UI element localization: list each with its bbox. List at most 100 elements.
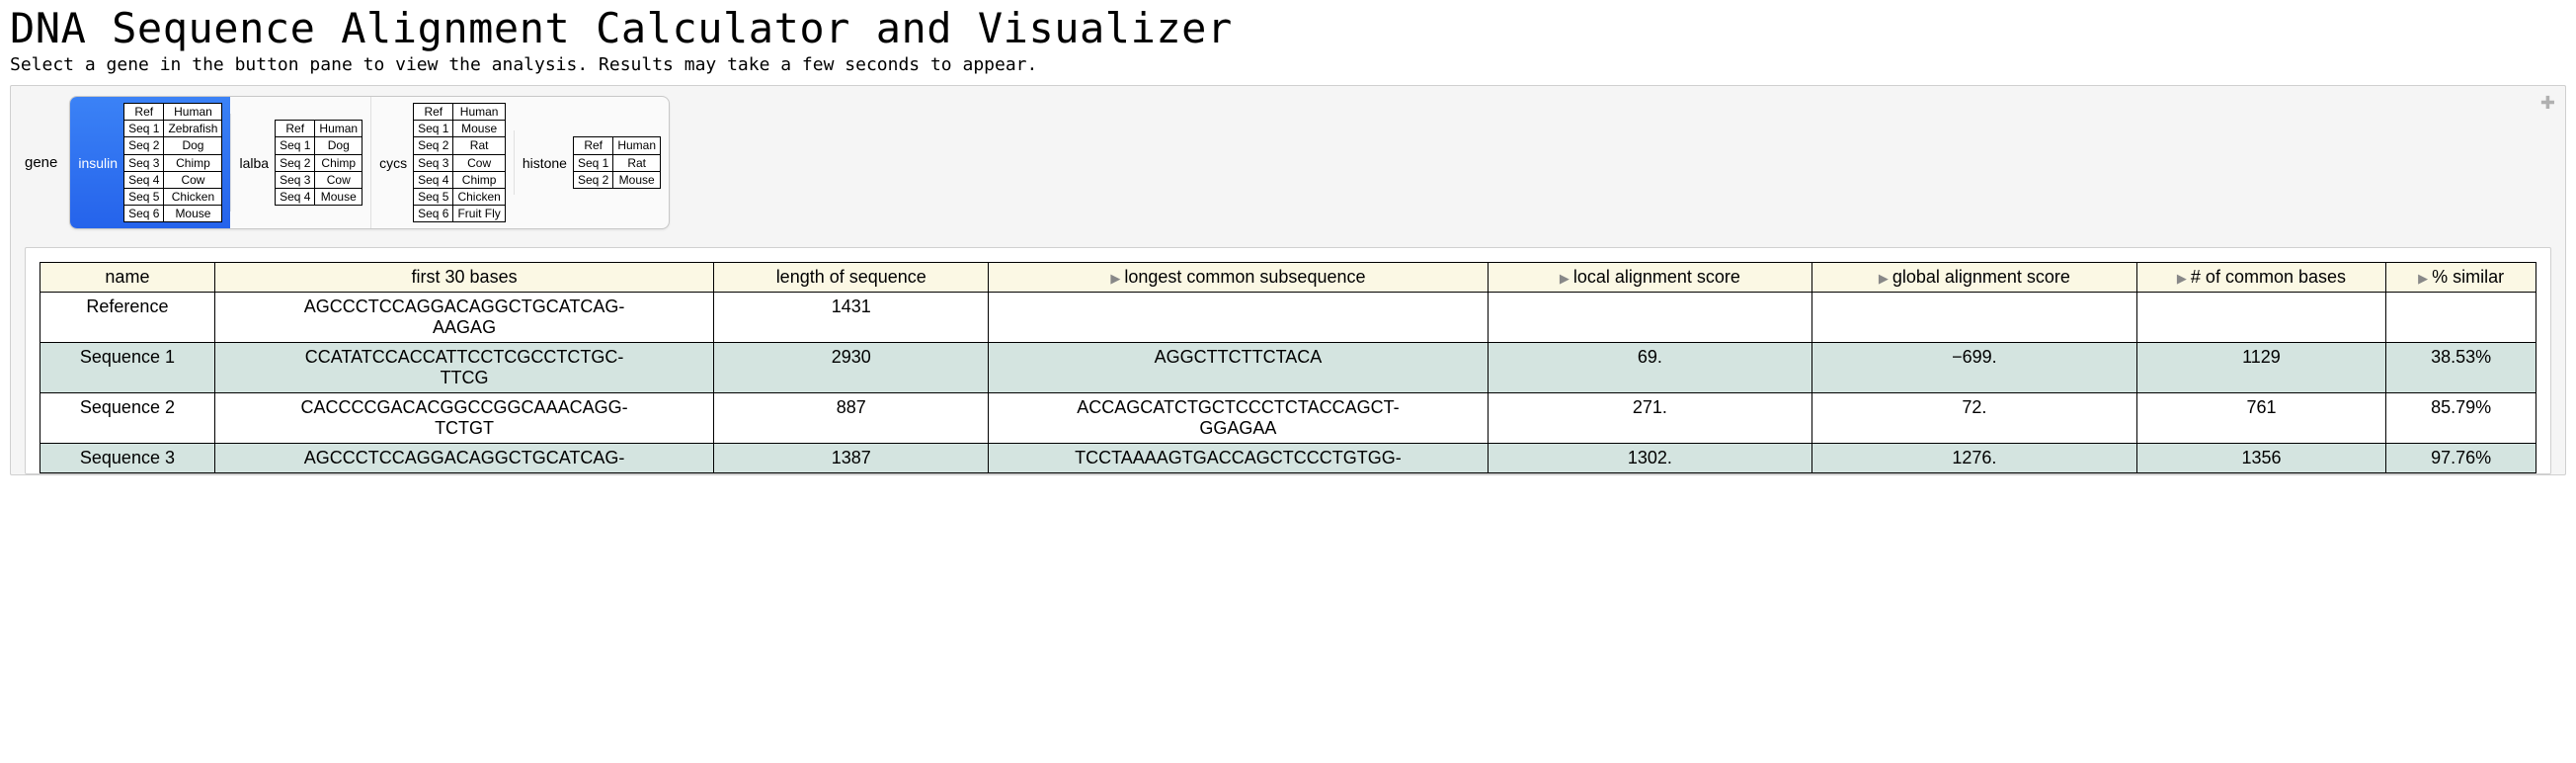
results-column-header: length of sequence bbox=[714, 263, 989, 293]
cell-similar: 38.53% bbox=[2386, 343, 2536, 393]
gene-mini-cell: Seq 4 bbox=[276, 188, 315, 205]
cell-common bbox=[2136, 293, 2386, 343]
column-label: name bbox=[105, 267, 149, 287]
gene-mini-table: RefHumanSeq 1RatSeq 2Mouse bbox=[573, 136, 661, 189]
gene-mini-cell: Mouse bbox=[315, 188, 362, 205]
expand-icon: ▶ bbox=[1560, 271, 1570, 286]
expand-icon: ▶ bbox=[1110, 271, 1120, 286]
gene-button-lalba[interactable]: lalbaRefHumanSeq 1DogSeq 2ChimpSeq 3CowS… bbox=[230, 114, 370, 212]
column-label: global alignment score bbox=[1892, 267, 2070, 287]
gene-button-cycs[interactable]: cycs RefHumanSeq 1MouseSeq 2RatSeq 3CowSe… bbox=[370, 97, 514, 228]
gene-mini-table: RefHumanSeq 1MouseSeq 2RatSeq 3CowSeq 4C… bbox=[413, 103, 506, 222]
cell-length: 1431 bbox=[714, 293, 989, 343]
cell-local: 271. bbox=[1488, 393, 1812, 444]
column-label: # of common bases bbox=[2191, 267, 2346, 287]
cell-bases: AGCCCTCCAGGACAGGCTGCATCAG-AAGAG bbox=[214, 293, 713, 343]
gene-mini-cell: Dog bbox=[315, 137, 362, 154]
gene-mini-cell: Human bbox=[613, 137, 661, 154]
gene-mini-cell: Ref bbox=[414, 104, 453, 121]
results-column-header[interactable]: ▶longest common subsequence bbox=[989, 263, 1488, 293]
expand-icon: ▶ bbox=[2177, 271, 2187, 286]
cell-similar: 97.76% bbox=[2386, 444, 2536, 473]
gene-button-insulin[interactable]: insulinRefHumanSeq 1ZebrafishSeq 2DogSeq… bbox=[70, 97, 230, 228]
gene-mini-cell: Human bbox=[453, 104, 505, 121]
gene-mini-cell: Chicken bbox=[164, 188, 222, 205]
results-table: name first 30 bases length of sequence ▶lon… bbox=[40, 262, 2536, 473]
gene-mini-cell: Seq 1 bbox=[124, 121, 164, 137]
results-panel: name first 30 bases length of sequence ▶lon… bbox=[25, 247, 2551, 474]
cell-local: 69. bbox=[1488, 343, 1812, 393]
table-row: Sequence 1CCATATCCACCATTCCTCGCCTCTGC-TTC… bbox=[40, 343, 2536, 393]
gene-mini-cell: Dog bbox=[164, 137, 222, 154]
gene-mini-cell: Chimp bbox=[315, 154, 362, 171]
gene-mini-cell: Chimp bbox=[453, 171, 505, 188]
column-label: % similar bbox=[2432, 267, 2504, 287]
cell-global: 1276. bbox=[1812, 444, 2137, 473]
table-row: Sequence 2CACCCCGACACGGCCGGCAAACAGG-TCTG… bbox=[40, 393, 2536, 444]
cell-name: Reference bbox=[40, 293, 215, 343]
cell-name: Sequence 3 bbox=[40, 444, 215, 473]
gene-mini-cell: Seq 3 bbox=[124, 154, 164, 171]
gene-mini-cell: Cow bbox=[315, 171, 362, 188]
gene-button-histone[interactable]: histone RefHumanSeq 1RatSeq 2Mouse bbox=[514, 130, 669, 195]
cell-length: 1387 bbox=[714, 444, 989, 473]
gene-mini-table: RefHumanSeq 1DogSeq 2ChimpSeq 3CowSeq 4M… bbox=[275, 120, 362, 206]
gene-button-label: insulin bbox=[78, 155, 118, 171]
gene-mini-cell: Chicken bbox=[453, 188, 505, 205]
gene-mini-cell: Seq 2 bbox=[124, 137, 164, 154]
cell-global: −699. bbox=[1812, 343, 2137, 393]
cell-bases: CCATATCCACCATTCCTCGCCTCTGC-TTCG bbox=[214, 343, 713, 393]
expand-icon: ▶ bbox=[2418, 271, 2428, 286]
add-icon[interactable]: ✚ bbox=[2540, 94, 2555, 112]
gene-mini-cell: Human bbox=[164, 104, 222, 121]
gene-mini-cell: Cow bbox=[164, 171, 222, 188]
gene-mini-cell: Seq 2 bbox=[573, 171, 612, 188]
results-column-header[interactable]: ▶ # of common bases bbox=[2136, 263, 2386, 293]
results-column-header[interactable]: ▶local alignment score bbox=[1488, 263, 1812, 293]
cell-length: 2930 bbox=[714, 343, 989, 393]
cell-bases: CACCCCGACACGGCCGGCAAACAGG-TCTGT bbox=[214, 393, 713, 444]
gene-mini-cell: Zebrafish bbox=[164, 121, 222, 137]
results-column-header: name bbox=[40, 263, 215, 293]
gene-mini-cell: Seq 5 bbox=[414, 188, 453, 205]
cell-name: Sequence 2 bbox=[40, 393, 215, 444]
column-label: length of sequence bbox=[776, 267, 926, 287]
gene-mini-cell: Mouse bbox=[613, 171, 661, 188]
gene-mini-cell: Seq 2 bbox=[414, 137, 453, 154]
page-title: DNA Sequence Alignment Calculator and Vi… bbox=[10, 4, 2566, 52]
gene-label: gene bbox=[25, 154, 57, 171]
cell-global bbox=[1812, 293, 2137, 343]
table-row: Sequence 3AGCCCTCCAGGACAGGCTGCATCAG-1387… bbox=[40, 444, 2536, 473]
gene-mini-cell: Seq 6 bbox=[124, 206, 164, 222]
gene-button-group: insulinRefHumanSeq 1ZebrafishSeq 2DogSeq… bbox=[69, 96, 670, 229]
cell-lcs: AGGCTTCTTCTACA bbox=[989, 343, 1488, 393]
gene-button-label: cycs bbox=[379, 155, 407, 171]
column-label: first 30 bases bbox=[412, 267, 518, 287]
gene-selector-row: gene insulinRefHumanSeq 1ZebrafishSeq 2D… bbox=[25, 96, 2551, 229]
gene-button-label: histone bbox=[523, 155, 567, 171]
expand-icon: ▶ bbox=[1879, 271, 1889, 286]
page-subtitle: Select a gene in the button pane to view… bbox=[10, 54, 2566, 75]
gene-mini-cell: Seq 4 bbox=[124, 171, 164, 188]
results-column-header[interactable]: ▶ % similar bbox=[2386, 263, 2536, 293]
gene-mini-cell: Chimp bbox=[164, 154, 222, 171]
gene-mini-cell: Ref bbox=[124, 104, 164, 121]
gene-mini-cell: Rat bbox=[453, 137, 505, 154]
results-column-header[interactable]: ▶global alignment score bbox=[1812, 263, 2137, 293]
cell-bases: AGCCCTCCAGGACAGGCTGCATCAG- bbox=[214, 444, 713, 473]
cell-common: 761 bbox=[2136, 393, 2386, 444]
gene-mini-cell: Fruit Fly bbox=[453, 206, 505, 222]
gene-mini-cell: Seq 5 bbox=[124, 188, 164, 205]
gene-mini-cell: Ref bbox=[276, 121, 315, 137]
gene-mini-cell: Seq 6 bbox=[414, 206, 453, 222]
cell-length: 887 bbox=[714, 393, 989, 444]
gene-mini-table: RefHumanSeq 1ZebrafishSeq 2DogSeq 3Chimp… bbox=[123, 103, 222, 222]
results-column-header: first 30 bases bbox=[214, 263, 713, 293]
cell-name: Sequence 1 bbox=[40, 343, 215, 393]
cell-lcs: TCCTAAAAGTGACCAGCTCCCTGTGG- bbox=[989, 444, 1488, 473]
gene-mini-cell: Seq 2 bbox=[276, 154, 315, 171]
cell-lcs: ACCAGCATCTGCTCCCTCTACCAGCT-GGAGAA bbox=[989, 393, 1488, 444]
gene-mini-cell: Seq 1 bbox=[573, 154, 612, 171]
cell-common: 1356 bbox=[2136, 444, 2386, 473]
control-panel: ✚ gene insulinRefHumanSeq 1ZebrafishSeq … bbox=[10, 85, 2566, 475]
